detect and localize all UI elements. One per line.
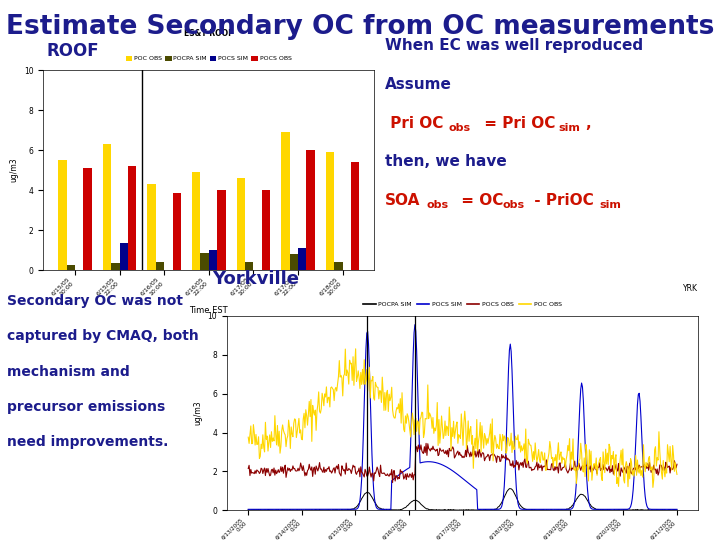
- POCPA SIM: [672, 507, 681, 513]
- Legend: POCPA SIM, POCS SIM, POCS OBS, POC OBS: POCPA SIM, POCS SIM, POCS OBS, POC OBS: [361, 300, 564, 310]
- POCS SIM: [410, 321, 419, 328]
- POC OBS: [351, 346, 360, 352]
- Bar: [120, 243, 128, 270]
- POCPA SIM: [449, 507, 457, 513]
- Y-axis label: ug/m3: ug/m3: [193, 401, 202, 426]
- Text: sim: sim: [600, 200, 621, 211]
- Bar: [282, 132, 289, 270]
- Text: Secondary OC was not: Secondary OC was not: [7, 294, 183, 308]
- Text: When EC was well reproduced: When EC was well reproduced: [385, 38, 644, 53]
- POC OBS: [449, 433, 457, 440]
- Text: Pri OC: Pri OC: [385, 116, 444, 131]
- Bar: [217, 190, 225, 270]
- POC OBS: [244, 434, 253, 441]
- Bar: [111, 263, 120, 270]
- Text: SOA: SOA: [385, 193, 420, 208]
- POCS SIM: [244, 506, 253, 512]
- Text: YRK: YRK: [683, 284, 698, 293]
- POCS OBS: [422, 440, 431, 447]
- POCS OBS: [664, 463, 672, 470]
- Bar: [326, 152, 334, 270]
- Text: precursor emissions: precursor emissions: [7, 400, 166, 414]
- Text: captured by CMAQ, both: captured by CMAQ, both: [7, 329, 199, 343]
- POCPA SIM: [505, 485, 514, 492]
- POCS OBS: [477, 450, 486, 457]
- POC OBS: [451, 428, 459, 435]
- POC OBS: [664, 449, 672, 456]
- POCPA SIM: [297, 507, 305, 514]
- POC OBS: [500, 433, 508, 439]
- POCS OBS: [597, 465, 606, 472]
- Line: POCS OBS: POCS OBS: [248, 443, 677, 483]
- Y-axis label: ug/m3: ug/m3: [9, 158, 18, 183]
- POCS OBS: [244, 465, 253, 471]
- Bar: [200, 253, 209, 270]
- POC OBS: [477, 449, 485, 455]
- Bar: [307, 150, 315, 270]
- POCS OBS: [672, 461, 681, 468]
- POC OBS: [672, 471, 681, 478]
- Line: POCS SIM: POCS SIM: [248, 325, 677, 509]
- Line: POCPA SIM: POCPA SIM: [248, 489, 677, 510]
- Text: obs: obs: [427, 200, 449, 211]
- Text: sim: sim: [558, 123, 580, 133]
- POCPA SIM: [500, 494, 508, 501]
- Text: Yorkville: Yorkville: [212, 269, 300, 287]
- Bar: [351, 162, 359, 270]
- Bar: [289, 254, 298, 270]
- POC OBS: [649, 484, 657, 491]
- Text: Estimate Secondary OC from OC measurements: Estimate Secondary OC from OC measuremen…: [6, 14, 714, 39]
- X-axis label: Time EST: Time EST: [189, 306, 228, 315]
- Bar: [67, 265, 75, 270]
- Bar: [173, 193, 181, 270]
- Text: = OC: = OC: [456, 193, 503, 208]
- POCS SIM: [663, 506, 672, 512]
- Text: then, we have: then, we have: [385, 154, 507, 170]
- POCS SIM: [451, 469, 459, 476]
- Bar: [334, 262, 343, 270]
- Bar: [128, 166, 136, 270]
- Text: obs: obs: [449, 123, 471, 133]
- Text: Assume: Assume: [385, 77, 452, 92]
- POCS SIM: [500, 483, 508, 489]
- POCS OBS: [501, 455, 510, 461]
- POC OBS: [596, 454, 605, 461]
- Bar: [156, 262, 164, 270]
- Bar: [245, 262, 253, 270]
- Bar: [84, 168, 91, 270]
- Bar: [192, 172, 200, 270]
- Text: - PriOC: - PriOC: [529, 193, 594, 208]
- POCS OBS: [452, 451, 461, 457]
- Text: mechanism and: mechanism and: [7, 364, 130, 379]
- Legend: POC OBS, POCPA SIM, POCS SIM, POCS OBS: POC OBS, POCPA SIM, POCS SIM, POCS OBS: [124, 53, 294, 64]
- Text: = Pri OC: = Pri OC: [479, 116, 555, 131]
- POCPA SIM: [597, 507, 606, 513]
- Text: ES&T ROOF: ES&T ROOF: [184, 29, 233, 38]
- Bar: [103, 144, 111, 270]
- POCS SIM: [449, 468, 457, 474]
- Bar: [237, 178, 245, 270]
- Bar: [58, 160, 67, 270]
- POCPA SIM: [664, 507, 672, 513]
- Bar: [262, 190, 270, 270]
- Text: ,: ,: [585, 116, 591, 131]
- POCS SIM: [477, 506, 485, 512]
- POCS SIM: [596, 506, 605, 512]
- Text: need improvements.: need improvements.: [7, 435, 168, 449]
- POCPA SIM: [451, 507, 459, 513]
- POCPA SIM: [244, 507, 253, 513]
- Bar: [148, 184, 156, 270]
- Text: ROOF: ROOF: [47, 42, 99, 59]
- Text: obs: obs: [503, 200, 525, 211]
- Bar: [209, 250, 217, 270]
- Bar: [298, 248, 307, 270]
- POCPA SIM: [477, 507, 485, 513]
- POCS OBS: [449, 446, 458, 452]
- POCS SIM: [672, 506, 681, 512]
- Line: POC OBS: POC OBS: [248, 349, 677, 488]
- POCS OBS: [388, 480, 397, 486]
